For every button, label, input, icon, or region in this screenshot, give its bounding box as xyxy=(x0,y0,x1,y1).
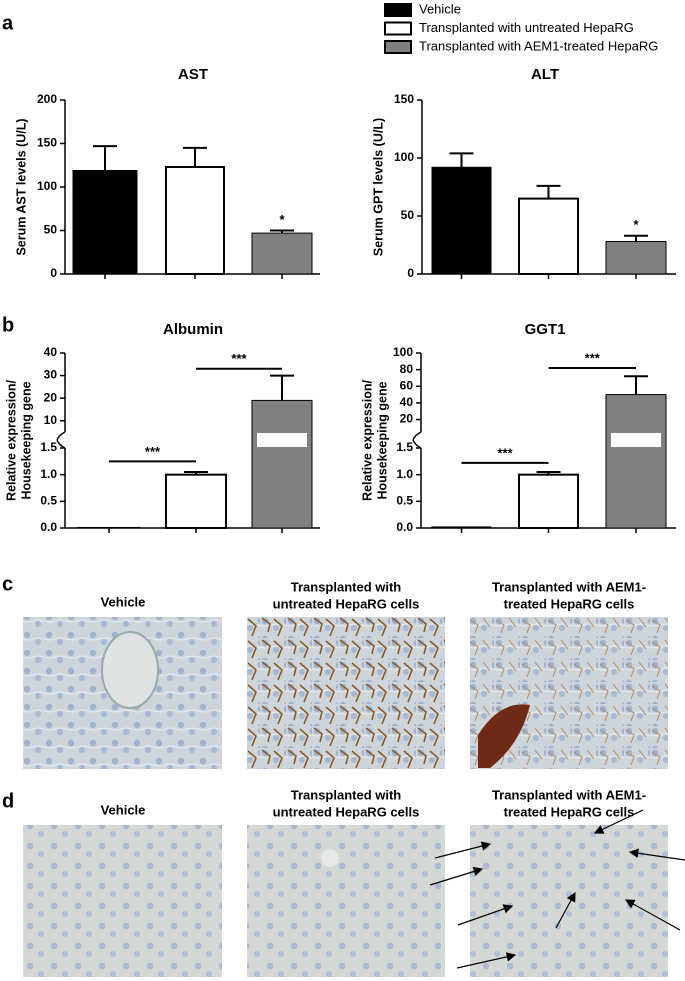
bar xyxy=(165,165,225,276)
y-tick-label: 100 xyxy=(37,179,57,193)
y-tick-label: 200 xyxy=(37,92,57,106)
bar xyxy=(165,473,227,529)
bar xyxy=(77,526,141,529)
micrograph xyxy=(470,825,668,977)
panel-label: c xyxy=(2,573,13,595)
chart-title: GGT1 xyxy=(525,321,566,338)
y-tick-label: 0.5 xyxy=(396,494,413,508)
significance: *** xyxy=(145,444,161,459)
y-tick-label: 80 xyxy=(400,362,414,376)
y-tick-label: 50 xyxy=(44,223,58,237)
y-tick-label: 0.0 xyxy=(396,520,413,534)
legend-label: Vehicle xyxy=(419,1,461,16)
bar xyxy=(605,241,667,275)
y-tick-label: 60 xyxy=(400,378,414,392)
y-tick-label: 10 xyxy=(44,413,58,427)
micrograph-caption: Vehicle xyxy=(101,802,146,817)
y-axis-label: Housekeeping gene xyxy=(375,381,389,499)
y-tick-label: 50 xyxy=(401,208,415,222)
break-mask xyxy=(257,433,307,447)
y-tick-label: 0 xyxy=(50,266,57,280)
micrograph xyxy=(247,825,445,977)
y-tick-label: 40 xyxy=(44,345,58,359)
axis-break xyxy=(56,431,66,449)
chart-title: Albumin xyxy=(163,321,223,338)
significance: * xyxy=(633,217,639,232)
significance: *** xyxy=(585,350,601,365)
arrows xyxy=(429,809,685,969)
vessel xyxy=(101,631,159,709)
panel-labels: a b c d xyxy=(2,12,14,812)
y-tick-label: 0.0 xyxy=(40,520,57,534)
axis-break xyxy=(412,431,422,449)
y-tick-label: 20 xyxy=(400,412,414,426)
y-tick-label: 150 xyxy=(394,92,414,106)
bar xyxy=(431,166,492,275)
micrograph xyxy=(247,617,445,769)
bar xyxy=(251,232,313,275)
break-mask xyxy=(611,433,661,447)
bar xyxy=(72,169,138,275)
y-tick-label: 1.5 xyxy=(396,440,413,454)
micrograph-caption: treated HepaRG cells xyxy=(504,596,635,611)
y-axis-label: Relative expression/ xyxy=(4,380,18,501)
chart-title: ALT xyxy=(531,66,559,83)
micrograph xyxy=(23,825,222,977)
y-tick-label: 100 xyxy=(393,345,413,359)
micrograph-caption: Transplanted with AEM1- xyxy=(492,579,646,594)
significance: * xyxy=(279,212,285,227)
significance: *** xyxy=(497,445,513,460)
micrograph-caption: treated HepaRG cells xyxy=(504,804,635,819)
y-tick-label: 40 xyxy=(400,395,414,409)
legend-label: Transplanted with untreated HepaRG xyxy=(419,20,634,35)
legend-label: Transplanted with AEM1-treated HepaRG xyxy=(419,38,658,53)
micrographs xyxy=(23,617,685,977)
y-tick-label: 150 xyxy=(37,136,57,150)
y-tick-label: 1.5 xyxy=(40,440,57,454)
vessel xyxy=(478,704,530,768)
micrograph-caption: Transplanted with AEM1- xyxy=(492,787,646,802)
bar xyxy=(251,399,313,529)
y-axis-label: Serum GPT levels (U/L) xyxy=(371,118,385,256)
panel-label: d xyxy=(2,790,14,812)
micrograph-caption: Transplanted with xyxy=(291,579,402,594)
y-axis-label: Relative expression/ xyxy=(360,380,374,501)
y-tick-label: 0.5 xyxy=(40,494,57,508)
micrograph-caption: Transplanted with xyxy=(291,787,402,802)
panel-label: b xyxy=(2,314,14,336)
micrograph-caption: Vehicle xyxy=(101,594,146,609)
y-tick-label: 100 xyxy=(394,150,414,164)
y-tick-label: 0 xyxy=(407,266,414,280)
panel-label: a xyxy=(2,12,14,34)
y-tick-label: 20 xyxy=(44,390,58,404)
legend-swatch xyxy=(384,40,412,54)
bar xyxy=(518,197,579,276)
y-tick-label: 1.0 xyxy=(40,467,57,481)
significance: *** xyxy=(231,351,247,366)
vessel xyxy=(321,849,339,867)
micrograph-caption: untreated HepaRG cells xyxy=(273,596,420,611)
y-axis-label: Housekeeping gene xyxy=(19,381,33,499)
micrograph-caption: untreated HepaRG cells xyxy=(273,804,420,819)
legend-swatch xyxy=(384,3,412,17)
chart-title: AST xyxy=(178,66,208,83)
legend-swatch xyxy=(384,21,412,36)
y-axis-label: Serum AST levels (U/L) xyxy=(14,118,28,255)
y-tick-label: 30 xyxy=(44,368,58,382)
bar xyxy=(518,473,579,529)
y-tick-label: 1.0 xyxy=(396,467,413,481)
bar xyxy=(431,526,492,529)
bar xyxy=(605,394,667,529)
